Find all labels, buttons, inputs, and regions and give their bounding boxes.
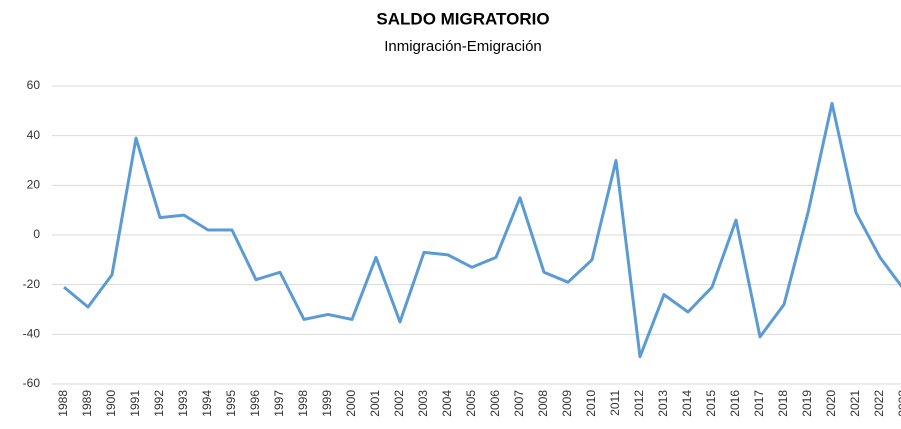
x-tick-label: 1989 — [80, 390, 94, 417]
x-tick-label: 2020 — [824, 390, 838, 417]
x-tick-label: 1993 — [176, 390, 190, 417]
y-tick-label: -20 — [23, 277, 41, 291]
x-tick-label: 2000 — [344, 390, 358, 417]
x-tick-label: 1992 — [152, 390, 166, 417]
x-tick-label: 2001 — [368, 390, 382, 417]
x-tick-label: 2022 — [872, 390, 886, 417]
x-tick-label: 2018 — [776, 390, 790, 417]
y-tick-label: 0 — [33, 227, 40, 241]
x-tick-label: 2011 — [608, 390, 622, 416]
x-tick-label: 2009 — [560, 390, 574, 417]
x-tick-label: 2023 — [896, 390, 901, 417]
x-tick-label: 1994 — [200, 390, 214, 417]
y-tick-label: -60 — [23, 376, 41, 390]
x-tick-label: 2013 — [656, 390, 670, 417]
x-tick-label: 2007 — [512, 390, 526, 417]
line — [63, 101, 901, 359]
x-tick-label: 2004 — [440, 390, 454, 417]
x-tick-label: 2015 — [704, 390, 718, 417]
x-tick-label: 2016 — [728, 390, 742, 417]
x-tick-label: 1900 — [104, 390, 118, 417]
x-tick-label: 1995 — [224, 390, 238, 417]
x-tick-label: 2003 — [416, 390, 430, 417]
chart-title: SALDO MIGRATORIO — [376, 9, 549, 28]
x-tick-label: 1988 — [56, 390, 70, 417]
x-tick-label: 2002 — [392, 390, 406, 417]
x-tick-label: 2006 — [488, 390, 502, 417]
x-tick-label: 1996 — [248, 390, 262, 417]
x-tick-label: 1999 — [320, 390, 334, 417]
x-tick-label: 1997 — [272, 390, 286, 417]
x-tick-label: 2017 — [752, 390, 766, 417]
chart-subtitle: Inmigración-Emigración — [384, 38, 542, 55]
x-tick-label: 2014 — [680, 390, 694, 417]
y-tick-label: 60 — [27, 78, 41, 92]
x-tick-label: 1991 — [128, 390, 142, 417]
x-tick-label: 2012 — [632, 390, 646, 417]
x-tick-label: 1998 — [296, 390, 310, 417]
x-tick-label: 2005 — [464, 390, 478, 417]
x-tick-label: 2008 — [536, 390, 550, 417]
x-tick-label: 2021 — [848, 390, 862, 417]
x-tick-label: 2019 — [800, 390, 814, 417]
y-tick-label: 40 — [27, 128, 41, 142]
y-tick-label: 20 — [27, 178, 41, 192]
x-tick-label: 2010 — [584, 390, 598, 417]
y-tick-label: -40 — [23, 327, 41, 341]
